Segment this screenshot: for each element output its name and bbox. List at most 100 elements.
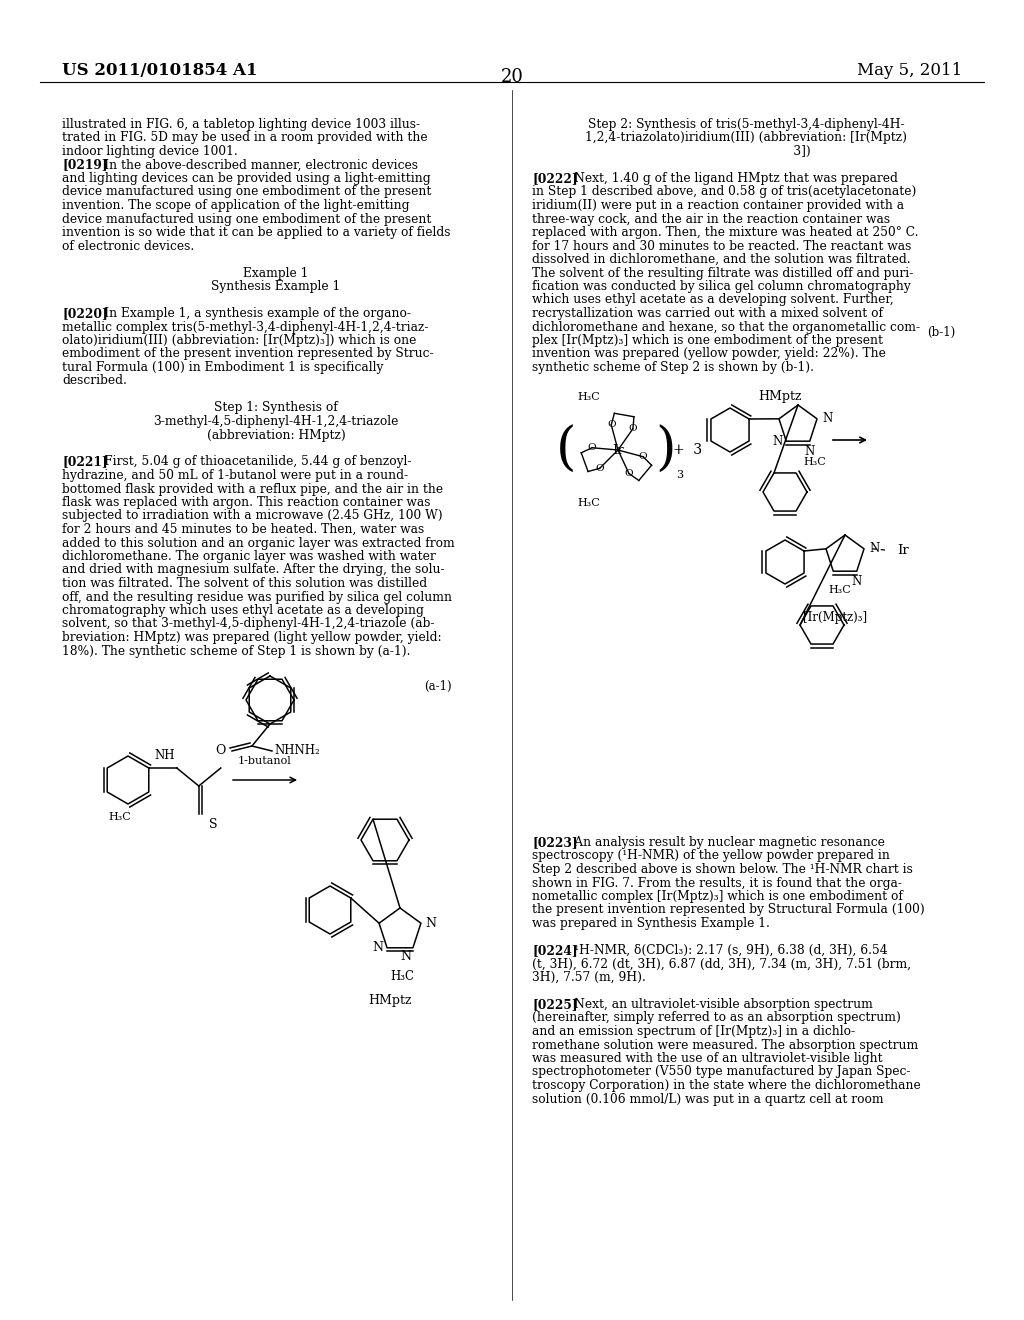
Text: added to this solution and an organic layer was extracted from: added to this solution and an organic la… [62, 536, 455, 549]
Text: off, and the resulting residue was purified by silica gel column: off, and the resulting residue was purif… [62, 590, 452, 603]
Text: ¹H-NMR, δ(CDCl₃): 2.17 (s, 9H), 6.38 (d, 3H), 6.54: ¹H-NMR, δ(CDCl₃): 2.17 (s, 9H), 6.38 (d,… [562, 944, 888, 957]
Text: the present invention represented by Structural Formula (100): the present invention represented by Str… [532, 903, 925, 916]
Text: Step 1: Synthesis of: Step 1: Synthesis of [214, 401, 338, 414]
Text: flask was replaced with argon. This reaction container was: flask was replaced with argon. This reac… [62, 496, 430, 510]
Text: was prepared in Synthesis Example 1.: was prepared in Synthesis Example 1. [532, 917, 770, 931]
Text: [0224]: [0224] [532, 944, 578, 957]
Text: fication was conducted by silica gel column chromatography: fication was conducted by silica gel col… [532, 280, 910, 293]
Text: device manufactured using one embodiment of the present: device manufactured using one embodiment… [62, 186, 431, 198]
Text: invention is so wide that it can be applied to a variety of fields: invention is so wide that it can be appl… [62, 226, 451, 239]
Text: nometallic complex [Ir(Mptz)₃] which is one embodiment of: nometallic complex [Ir(Mptz)₃] which is … [532, 890, 903, 903]
Text: Example 1: Example 1 [244, 267, 308, 280]
Text: hydrazine, and 50 mL of 1-butanol were put in a round-: hydrazine, and 50 mL of 1-butanol were p… [62, 469, 409, 482]
Text: H₃C: H₃C [109, 812, 131, 822]
Text: chromatography which uses ethyl acetate as a developing: chromatography which uses ethyl acetate … [62, 605, 424, 616]
Text: three-way cock, and the air in the reaction container was: three-way cock, and the air in the react… [532, 213, 890, 226]
Text: Next, an ultraviolet-visible absorption spectrum: Next, an ultraviolet-visible absorption … [562, 998, 873, 1011]
Text: (b-1): (b-1) [927, 326, 955, 339]
Text: HMptz: HMptz [369, 994, 412, 1007]
Text: NHNH₂: NHNH₂ [274, 744, 319, 758]
Text: tural Formula (100) in Embodiment 1 is specifically: tural Formula (100) in Embodiment 1 is s… [62, 360, 383, 374]
Text: (a-1): (a-1) [424, 680, 452, 693]
Text: iridium(II) were put in a reaction container provided with a: iridium(II) were put in a reaction conta… [532, 199, 904, 213]
Text: tion was filtrated. The solvent of this solution was distilled: tion was filtrated. The solvent of this … [62, 577, 427, 590]
Text: ): ) [655, 425, 676, 475]
Text: (hereinafter, simply referred to as an absorption spectrum): (hereinafter, simply referred to as an a… [532, 1011, 901, 1024]
Text: N: N [425, 916, 436, 929]
Text: S: S [209, 818, 217, 832]
Text: bottomed flask provided with a reflux pipe, and the air in the: bottomed flask provided with a reflux pi… [62, 483, 443, 495]
Text: O: O [216, 744, 226, 758]
Text: NH: NH [155, 748, 175, 762]
Text: synthetic scheme of Step 2 is shown by (b-1).: synthetic scheme of Step 2 is shown by (… [532, 360, 814, 374]
Text: [0225]: [0225] [532, 998, 578, 1011]
Text: [0222]: [0222] [532, 172, 578, 185]
Text: [Ir(Mptz)₃]: [Ir(Mptz)₃] [803, 611, 867, 624]
Text: N: N [822, 412, 833, 425]
Text: and an emission spectrum of [Ir(Mptz)₃] in a dichlo-: and an emission spectrum of [Ir(Mptz)₃] … [532, 1026, 855, 1038]
Text: O: O [639, 453, 647, 461]
Text: H₃C: H₃C [803, 457, 825, 467]
Text: O: O [629, 424, 637, 433]
Text: (t, 3H), 6.72 (dt, 3H), 6.87 (dd, 3H), 7.34 (m, 3H), 7.51 (brm,: (t, 3H), 6.72 (dt, 3H), 6.87 (dd, 3H), 7… [532, 957, 911, 970]
Text: Ir: Ir [897, 544, 908, 557]
Text: recrystallization was carried out with a mixed solvent of: recrystallization was carried out with a… [532, 308, 883, 319]
Text: subjected to irradiation with a microwave (2.45 GHz, 100 W): subjected to irradiation with a microwav… [62, 510, 442, 523]
Text: H₃C: H₃C [390, 970, 414, 983]
Text: dissolved in dichloromethane, and the solution was filtrated.: dissolved in dichloromethane, and the so… [532, 253, 910, 267]
Text: and dried with magnesium sulfate. After the drying, the solu-: and dried with magnesium sulfate. After … [62, 564, 444, 577]
Text: romethane solution were measured. The absorption spectrum: romethane solution were measured. The ab… [532, 1039, 919, 1052]
Text: plex [Ir(Mptz)₃] which is one embodiment of the present: plex [Ir(Mptz)₃] which is one embodiment… [532, 334, 883, 347]
Text: 3H), 7.57 (m, 9H).: 3H), 7.57 (m, 9H). [532, 972, 646, 983]
Text: Step 2: Synthesis of tris(5-methyl-3,4-diphenyl-4H-: Step 2: Synthesis of tris(5-methyl-3,4-d… [588, 117, 904, 131]
Text: replaced with argon. Then, the mixture was heated at 250° C.: replaced with argon. Then, the mixture w… [532, 226, 919, 239]
Text: embodiment of the present invention represented by Struc-: embodiment of the present invention repr… [62, 347, 433, 360]
Text: of electronic devices.: of electronic devices. [62, 239, 195, 252]
Text: 1,2,4-triazolato)iridium(III) (abbreviation: [Ir(Mptz): 1,2,4-triazolato)iridium(III) (abbreviat… [585, 132, 907, 144]
Text: N: N [372, 941, 383, 954]
Text: invention was prepared (yellow powder, yield: 22%). The: invention was prepared (yellow powder, y… [532, 347, 886, 360]
Text: H₃C: H₃C [578, 392, 600, 403]
Text: [0223]: [0223] [532, 836, 578, 849]
Text: N: N [805, 445, 815, 458]
Text: dichloromethane. The organic layer was washed with water: dichloromethane. The organic layer was w… [62, 550, 436, 564]
Text: solution (0.106 mmol/L) was put in a quartz cell at room: solution (0.106 mmol/L) was put in a qua… [532, 1093, 884, 1106]
Text: First, 5.04 g of thioacetanilide, 5.44 g of benzoyl-: First, 5.04 g of thioacetanilide, 5.44 g… [92, 455, 412, 469]
Text: [0219]: [0219] [62, 158, 108, 172]
Text: solvent, so that 3-methyl-4,5-diphenyl-4H-1,2,4-triazole (ab-: solvent, so that 3-methyl-4,5-diphenyl-4… [62, 618, 434, 631]
Text: device manufactured using one embodiment of the present: device manufactured using one embodiment… [62, 213, 431, 226]
Text: In Example 1, a synthesis example of the organo-: In Example 1, a synthesis example of the… [92, 308, 412, 319]
Text: 20: 20 [501, 69, 523, 86]
Text: N: N [772, 434, 782, 447]
Text: for 2 hours and 45 minutes to be heated. Then, water was: for 2 hours and 45 minutes to be heated.… [62, 523, 424, 536]
Text: (abbreviation: HMptz): (abbreviation: HMptz) [207, 429, 345, 441]
Text: Synthesis Example 1: Synthesis Example 1 [211, 280, 341, 293]
Text: O: O [588, 444, 596, 453]
Text: +  3: + 3 [673, 444, 702, 457]
Text: H₃C: H₃C [578, 498, 600, 508]
Text: [0221]: [0221] [62, 455, 108, 469]
Text: trated in FIG. 5D may be used in a room provided with the: trated in FIG. 5D may be used in a room … [62, 132, 428, 144]
Text: shown in FIG. 7. From the results, it is found that the orga-: shown in FIG. 7. From the results, it is… [532, 876, 902, 890]
Text: which uses ethyl acetate as a developing solvent. Further,: which uses ethyl acetate as a developing… [532, 293, 894, 306]
Text: N: N [869, 543, 880, 556]
Text: 18%). The synthetic scheme of Step 1 is shown by (a-1).: 18%). The synthetic scheme of Step 1 is … [62, 644, 411, 657]
Text: invention. The scope of application of the light-emitting: invention. The scope of application of t… [62, 199, 410, 213]
Text: May 5, 2011: May 5, 2011 [857, 62, 962, 79]
Text: indoor lighting device 1001.: indoor lighting device 1001. [62, 145, 238, 158]
Text: 3: 3 [676, 470, 683, 480]
Text: An analysis result by nuclear magnetic resonance: An analysis result by nuclear magnetic r… [562, 836, 885, 849]
Text: [0220]: [0220] [62, 308, 108, 319]
Text: metallic complex tris(5-methyl-3,4-diphenyl-4H-1,2,4-triaz-: metallic complex tris(5-methyl-3,4-diphe… [62, 321, 428, 334]
Text: 3]): 3]) [681, 145, 811, 158]
Text: The solvent of the resulting filtrate was distilled off and puri-: The solvent of the resulting filtrate wa… [532, 267, 913, 280]
Text: breviation: HMptz) was prepared (light yellow powder, yield:: breviation: HMptz) was prepared (light y… [62, 631, 441, 644]
Text: 3-methyl-4,5-diphenyl-4H-1,2,4-triazole: 3-methyl-4,5-diphenyl-4H-1,2,4-triazole [154, 414, 398, 428]
Text: Ir: Ir [612, 444, 624, 457]
Text: HMptz: HMptz [758, 389, 802, 403]
Text: for 17 hours and 30 minutes to be reacted. The reactant was: for 17 hours and 30 minutes to be reacte… [532, 239, 911, 252]
Text: 1-butanol: 1-butanol [239, 756, 292, 766]
Text: in Step 1 described above, and 0.58 g of tris(acetylacetonate): in Step 1 described above, and 0.58 g of… [532, 186, 916, 198]
Text: US 2011/0101854 A1: US 2011/0101854 A1 [62, 62, 257, 79]
Text: N: N [852, 576, 862, 589]
